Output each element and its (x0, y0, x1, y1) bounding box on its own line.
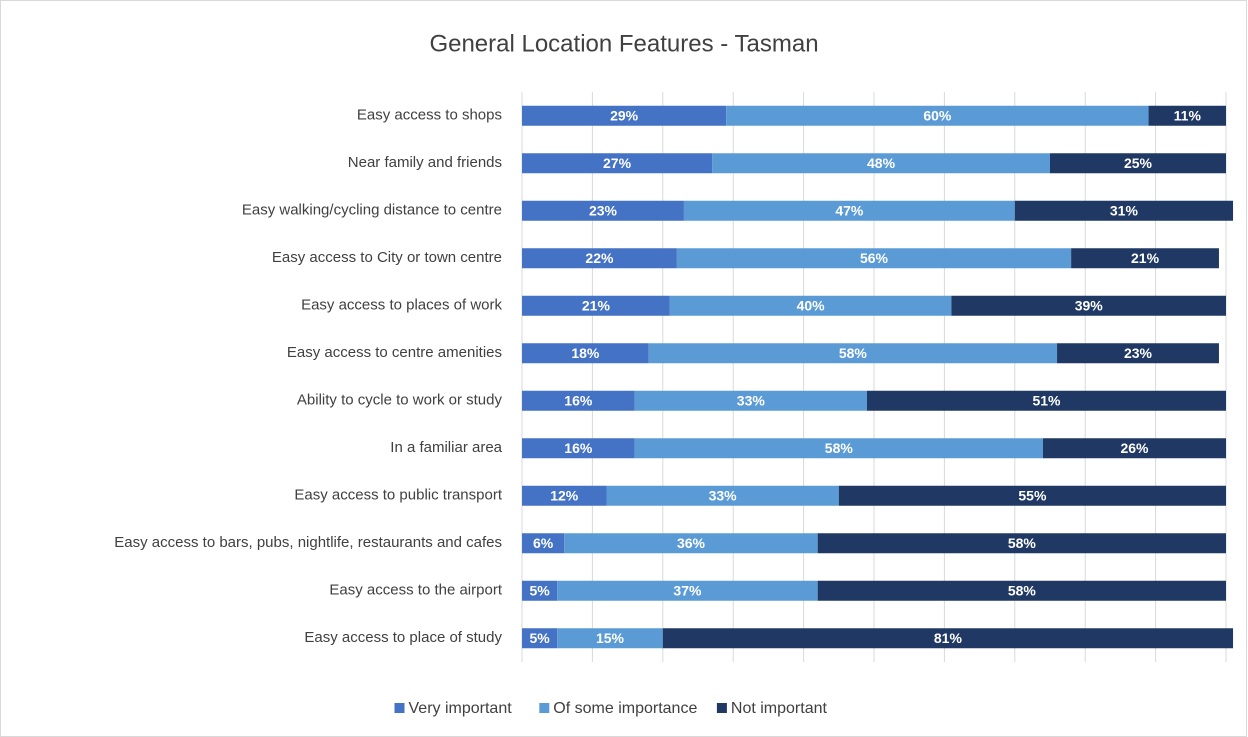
y-tick-label: Easy access to public transport (294, 487, 502, 504)
bar-segment (522, 533, 565, 554)
data-label: 58% (1008, 535, 1037, 551)
bar-segment (606, 485, 839, 506)
data-label: 47% (835, 202, 864, 218)
bar-segment (662, 628, 1234, 649)
bar-segment (522, 153, 713, 174)
legend-label: Not important (731, 700, 828, 717)
data-label: 60% (923, 107, 952, 123)
y-tick-label: Easy access to City or town centre (272, 249, 502, 266)
bar-segment (1057, 343, 1219, 364)
data-label: 55% (1018, 487, 1047, 503)
bar-segment (838, 485, 1226, 506)
legend-label: Of some importance (553, 700, 697, 717)
y-tick-label: Easy access to place of study (304, 629, 502, 646)
y-tick-label: Ability to cycle to work or study (297, 392, 503, 409)
data-label: 11% (1174, 107, 1202, 123)
bar-segment (676, 248, 1072, 269)
bar-segment (634, 390, 867, 411)
bar-segment (522, 295, 670, 316)
data-label: 26% (1120, 440, 1149, 456)
bar-segment (522, 200, 684, 221)
data-label: 81% (934, 630, 963, 646)
bar-segment (1148, 105, 1226, 126)
bar-segment (522, 248, 677, 269)
bar-segment (817, 533, 1226, 554)
data-label: 23% (589, 202, 618, 218)
data-label: 25% (1124, 155, 1153, 171)
data-label: 51% (1032, 392, 1061, 408)
data-label: 6% (533, 535, 554, 551)
bar-segment (1042, 438, 1226, 459)
bar-segment (564, 533, 818, 554)
bar-segment (951, 295, 1226, 316)
bar-segment (522, 628, 558, 649)
data-label: 15% (596, 630, 625, 646)
bar-segment (669, 295, 952, 316)
data-label: 22% (585, 250, 614, 266)
y-tick-label: In a familiar area (390, 439, 502, 456)
bar-segment (712, 153, 1050, 174)
bar-segment (522, 438, 635, 459)
data-label: 23% (1124, 345, 1153, 361)
bar-segment (1050, 153, 1226, 174)
chart-title: General Location Features - Tasman (429, 30, 818, 57)
data-label: 29% (610, 107, 639, 123)
data-label: 31% (1110, 202, 1139, 218)
data-label: 5% (529, 630, 550, 646)
data-label: 48% (867, 155, 896, 171)
data-label: 12% (550, 487, 579, 503)
data-label: 5% (529, 582, 550, 598)
bar-segment (648, 343, 1058, 364)
data-label: 58% (1008, 582, 1037, 598)
y-tick-label: Easy walking/cycling distance to centre (242, 202, 502, 219)
data-label: 16% (564, 392, 593, 408)
legend-swatch (539, 703, 550, 713)
data-label: 16% (564, 440, 593, 456)
bar-segment (557, 580, 818, 601)
y-tick-label: Easy access to the airport (329, 582, 502, 599)
data-label: 56% (860, 250, 889, 266)
y-tick-label: Easy access to centre amenities (287, 344, 502, 361)
bar-segment (1071, 248, 1219, 269)
bar-segment (557, 628, 663, 649)
data-label: 37% (673, 582, 702, 598)
bar-segment (726, 105, 1149, 126)
y-tick-label: Easy access to shops (357, 107, 502, 124)
bar-segment (1014, 200, 1234, 221)
y-tick-label: Near family and friends (348, 154, 502, 171)
data-label: 39% (1075, 297, 1104, 313)
y-tick-label: Easy access to places of work (301, 297, 502, 314)
bar-segment (522, 390, 635, 411)
data-label: 33% (709, 487, 738, 503)
bar-segment (817, 580, 1226, 601)
bar-segment (522, 485, 607, 506)
y-tick-label: Easy access to bars, pubs, nightlife, re… (114, 534, 502, 551)
bar-segment (522, 343, 649, 364)
data-label: 27% (603, 155, 632, 171)
legend-label: Very important (409, 700, 513, 717)
data-label: 21% (582, 297, 611, 313)
bar-segment (522, 105, 727, 126)
data-label: 21% (1131, 250, 1160, 266)
data-label: 40% (797, 297, 826, 313)
bar-segment (866, 390, 1226, 411)
legend-swatch (716, 703, 727, 713)
data-label: 58% (839, 345, 868, 361)
bar-segment (634, 438, 1043, 459)
bar-segment (683, 200, 1015, 221)
data-label: 36% (677, 535, 706, 551)
data-label: 33% (737, 392, 766, 408)
data-label: 58% (825, 440, 854, 456)
data-label: 18% (571, 345, 600, 361)
bar-segment (522, 580, 558, 601)
legend-swatch (394, 703, 405, 713)
